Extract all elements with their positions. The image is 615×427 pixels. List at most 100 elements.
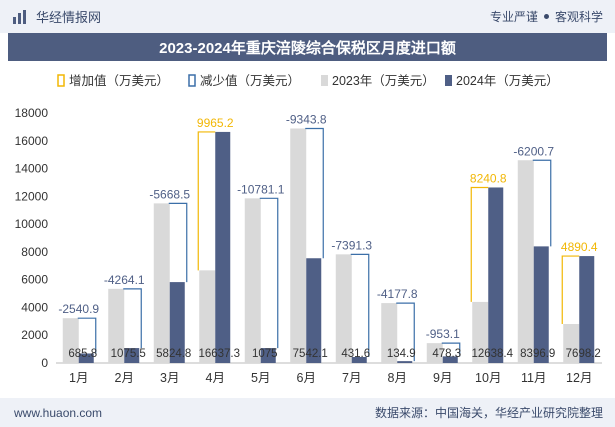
value-label-2024: 685.8 <box>68 348 97 360</box>
change-label: -4264.1 <box>104 273 145 287</box>
bar-2024 <box>78 353 94 363</box>
change-label: -5668.5 <box>149 187 190 201</box>
value-label-2024: 1075 <box>252 348 278 360</box>
x-tick-label: 6月 <box>297 371 316 385</box>
y-tick-label: 8000 <box>21 245 48 259</box>
change-label: 4890.4 <box>561 240 598 254</box>
change-bracket-decrease <box>259 197 279 349</box>
legend-label-dec: 减少值（万美元） <box>200 73 300 88</box>
change-label: -7391.3 <box>331 238 372 252</box>
data-source: 数据来源：中国海关，华经产业研究院整理 <box>374 406 603 420</box>
footer: www.huaon.com 数据来源：中国海关，华经产业研究院整理 <box>0 398 615 427</box>
value-label-2024: 12638.4 <box>471 348 513 360</box>
dot-separator <box>543 14 549 19</box>
value-label-2024: 16637.3 <box>198 348 240 360</box>
change-bracket-increase <box>470 186 489 302</box>
change-label: -6200.7 <box>513 144 554 158</box>
change-bracket-decrease <box>123 288 142 349</box>
bar-2023 <box>381 303 398 363</box>
legend-swatch-2024 <box>445 75 452 86</box>
bar-2023 <box>517 160 534 363</box>
change-bracket-decrease <box>305 127 324 259</box>
legend-swatch-2023 <box>321 75 328 86</box>
legend-swatch-decrease <box>188 74 196 87</box>
change-bracket-increase <box>561 255 580 325</box>
legend-label-y23: 2023年（万美元） <box>332 74 435 88</box>
change-label: -953.1 <box>426 327 460 341</box>
change-bracket-decrease <box>350 253 370 358</box>
legend-label-inc: 增加值（万美元） <box>69 73 169 88</box>
bar-2024 <box>533 246 549 363</box>
x-tick-label: 10月 <box>475 371 501 385</box>
x-tick-label: 11月 <box>521 371 546 385</box>
y-tick-label: 18000 <box>15 106 49 120</box>
change-bracket-decrease <box>441 342 461 357</box>
y-tick-label: 12000 <box>15 189 49 203</box>
change-bracket-decrease <box>532 159 552 247</box>
x-tick-label: 9月 <box>433 371 452 385</box>
bar-2023 <box>335 254 352 363</box>
change-label: 8240.8 <box>470 171 507 185</box>
top-bar: 华经情报网 专业严谨 客观科学 <box>0 0 615 33</box>
x-tick-label: 5月 <box>251 371 270 385</box>
footer-url[interactable]: www.huaon.com <box>14 405 103 420</box>
value-label-2024: 478.3 <box>432 348 461 360</box>
change-label: -2540.9 <box>58 302 99 316</box>
value-label-2024: 134.9 <box>387 348 416 360</box>
slogan: 专业严谨 客观科学 <box>490 8 603 25</box>
x-tick-label: 7月 <box>342 371 361 385</box>
y-tick-label: 10000 <box>15 217 49 231</box>
bar-2023 <box>62 318 79 363</box>
bar-2024 <box>306 258 322 363</box>
bar-2024 <box>579 256 595 363</box>
bar-2024 <box>488 187 504 363</box>
bar-2024 <box>442 356 458 363</box>
bar-2023 <box>244 198 261 363</box>
slogan-tag-2: 客观科学 <box>554 10 603 24</box>
value-label-2024: 8396.9 <box>520 348 555 360</box>
y-tick-label: 14000 <box>15 162 49 176</box>
bar-2024 <box>215 131 231 363</box>
bar-2023 <box>472 301 489 363</box>
brand-name: 华经情报网 <box>36 10 102 25</box>
logo-icon <box>13 9 26 24</box>
legend-label-y24: 2024年（万美元） <box>456 74 559 88</box>
change-label: 9965.2 <box>197 116 234 130</box>
bar-2024 <box>397 361 413 363</box>
change-bracket-decrease <box>77 317 97 354</box>
legend-swatch-increase <box>57 74 65 87</box>
bar-2024 <box>351 357 367 363</box>
bar-2023 <box>199 270 216 363</box>
x-tick-label: 1月 <box>69 371 88 385</box>
bar-2024 <box>260 348 276 363</box>
chart-title: 2023-2024年重庆涪陵综合保税区月度进口额 <box>159 39 456 57</box>
y-tick-label: 4000 <box>21 300 48 314</box>
bar-2023 <box>426 343 443 363</box>
x-tick-label: 2月 <box>115 371 134 385</box>
value-label-2024: 1075.5 <box>111 348 146 360</box>
value-label-2024: 5824.8 <box>156 348 191 360</box>
value-label-2024: 431.6 <box>341 348 370 360</box>
value-label-2024: 7542.1 <box>293 348 328 360</box>
bar-2024 <box>124 348 140 363</box>
y-tick-label: 0 <box>41 356 48 370</box>
x-tick-label: 4月 <box>206 371 225 385</box>
bar-2023 <box>290 128 307 363</box>
bar-2023 <box>108 288 125 363</box>
change-bracket-decrease <box>396 302 415 362</box>
change-label: -9343.8 <box>286 112 327 126</box>
y-tick-label: 6000 <box>21 273 48 287</box>
value-label-2024: 7698.2 <box>566 348 601 360</box>
chart: 增加值（万美元） 减少值（万美元） 2023年（万美元） 2024年（万美元） 0 200… <box>15 73 602 385</box>
slogan-tag-1: 专业严谨 <box>489 10 538 24</box>
y-tick-label: 16000 <box>15 134 49 148</box>
bar-2023 <box>563 324 580 363</box>
chart-title-bar: 2023-2024年重庆涪陵综合保税区月度进口额 <box>8 33 607 61</box>
x-tick-label: 3月 <box>160 371 179 385</box>
y-tick-label: 2000 <box>21 328 48 342</box>
change-label: -4177.8 <box>377 287 418 301</box>
x-tick-label: 12月 <box>566 371 592 385</box>
bar-2024 <box>169 282 185 363</box>
bar-2023 <box>153 203 170 363</box>
